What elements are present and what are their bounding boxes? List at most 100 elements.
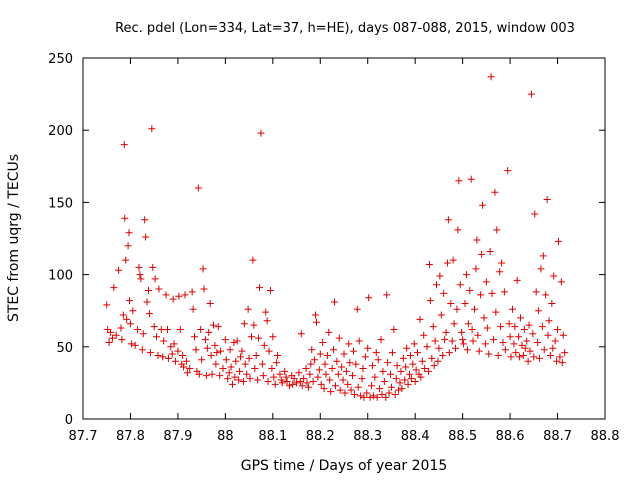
- data-point: [322, 370, 330, 378]
- data-point: [290, 375, 298, 383]
- data-point: [198, 356, 206, 364]
- data-point: [259, 372, 267, 380]
- data-point: [364, 344, 372, 352]
- data-point: [316, 350, 324, 358]
- data-point: [442, 328, 450, 336]
- data-point: [162, 291, 170, 299]
- data-point: [342, 367, 350, 375]
- data-point: [206, 299, 214, 307]
- data-point: [354, 383, 362, 391]
- data-point: [482, 278, 490, 286]
- data-point: [297, 330, 305, 338]
- data-point: [153, 333, 161, 341]
- data-point: [257, 129, 265, 137]
- data-point: [277, 376, 285, 384]
- data-point: [307, 360, 315, 368]
- data-point: [521, 344, 529, 352]
- data-point: [210, 321, 217, 329]
- data-point: [155, 285, 163, 293]
- data-point: [366, 393, 374, 401]
- data-point: [283, 377, 291, 385]
- data-point: [398, 385, 406, 393]
- data-point: [486, 247, 494, 255]
- data-point: [227, 363, 235, 371]
- data-point: [467, 175, 475, 183]
- data-point: [214, 323, 222, 331]
- data-point: [431, 337, 439, 345]
- data-point: [256, 284, 264, 292]
- data-point: [181, 291, 189, 299]
- data-point: [164, 354, 172, 362]
- data-point: [169, 295, 177, 303]
- data-point: [349, 347, 357, 355]
- data-point: [499, 338, 507, 346]
- data-point: [355, 337, 363, 345]
- data-point: [247, 333, 255, 341]
- data-point: [399, 354, 407, 362]
- data-point: [122, 256, 130, 264]
- data-point: [403, 344, 411, 352]
- data-point: [448, 337, 456, 345]
- data-point: [379, 367, 387, 375]
- data-point: [479, 201, 487, 209]
- data-point: [357, 392, 365, 400]
- data-point: [508, 305, 516, 313]
- data-point: [537, 265, 545, 273]
- x-tick-label: 88.6: [496, 429, 525, 444]
- data-point: [554, 325, 562, 333]
- data-point: [338, 363, 346, 371]
- data-point: [376, 385, 384, 393]
- data-point: [443, 259, 451, 267]
- data-point: [387, 383, 395, 391]
- data-point: [539, 252, 547, 260]
- data-point: [309, 377, 317, 385]
- data-point: [138, 346, 146, 354]
- data-point: [150, 323, 158, 331]
- data-point: [219, 364, 227, 372]
- data-point: [500, 288, 508, 296]
- data-point: [496, 268, 504, 276]
- data-point: [189, 305, 197, 313]
- data-point: [183, 369, 191, 377]
- data-point: [517, 314, 525, 322]
- data-point: [226, 346, 234, 354]
- data-point: [520, 325, 528, 333]
- data-point: [380, 377, 388, 385]
- data-point: [374, 356, 382, 364]
- data-point: [145, 310, 153, 318]
- data-point: [475, 347, 483, 355]
- data-point: [105, 338, 113, 346]
- x-tick-label: 88.2: [306, 429, 335, 444]
- data-point: [532, 288, 540, 296]
- data-point: [453, 305, 461, 313]
- data-point: [350, 390, 358, 398]
- data-point: [276, 370, 284, 378]
- data-point: [330, 346, 338, 354]
- data-point: [121, 214, 129, 222]
- data-point: [125, 229, 133, 237]
- data-point: [456, 281, 464, 289]
- data-point: [115, 266, 123, 274]
- x-tick-label: 88.4: [401, 429, 430, 444]
- data-point: [557, 278, 565, 286]
- data-point: [237, 353, 245, 361]
- data-point: [172, 357, 180, 365]
- data-point: [535, 307, 543, 315]
- data-point: [414, 349, 422, 357]
- data-point: [270, 373, 278, 381]
- data-point: [452, 344, 460, 352]
- data-point: [428, 354, 436, 362]
- data-point: [182, 357, 190, 365]
- data-point: [530, 353, 538, 361]
- data-point: [346, 359, 354, 367]
- data-point: [154, 351, 162, 359]
- data-point: [203, 344, 211, 352]
- axis-ticks: 87.7 87.8 87.9 88 88.1 88.2 88.3 88.4 88.5 88.6 88…: [48, 52, 619, 444]
- data-point: [534, 338, 542, 346]
- data-point: [551, 337, 559, 345]
- data-point: [365, 294, 373, 302]
- data-point: [387, 370, 395, 378]
- x-tick-label: 88.1: [258, 429, 287, 444]
- data-point: [523, 337, 531, 345]
- data-point: [515, 333, 523, 341]
